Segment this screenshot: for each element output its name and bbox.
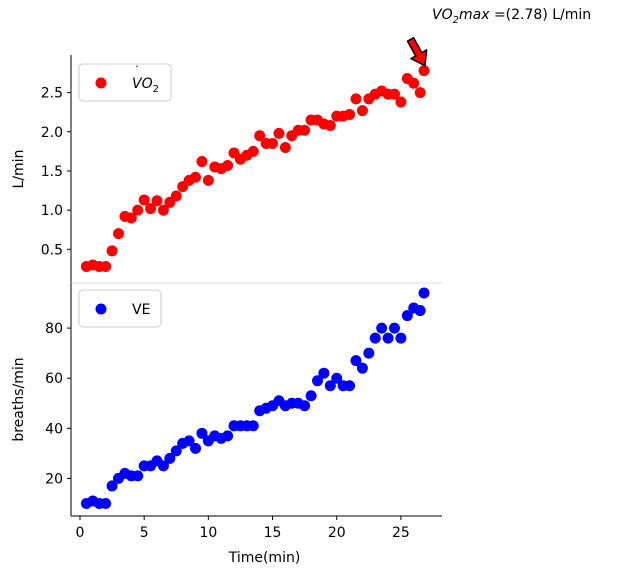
vo2-data-point: [222, 159, 234, 171]
ve-ylabel: breaths/min: [11, 357, 27, 441]
vo2-data-point: [106, 245, 118, 257]
ve-data-point: [183, 435, 195, 447]
ve-data-point: [132, 470, 144, 482]
ve-data-point: [318, 367, 330, 379]
vo2-data-point: [254, 130, 266, 142]
ve-data-point: [344, 380, 356, 392]
vo2-data-point: [196, 156, 208, 168]
vo2-data-point: [414, 87, 426, 99]
vo2-ytick-label: 2.0: [41, 125, 63, 141]
ve-data-point: [418, 287, 430, 299]
top-panel-vo2: 0.5 1.0 1.5 2.0 2.5 L/min VO2˙: [11, 55, 442, 284]
vo2-data-point: [418, 65, 430, 77]
ve-xtick-label: 25: [392, 525, 410, 541]
vo2-data-point: [138, 194, 150, 206]
vo2-data-point: [389, 88, 401, 100]
vo2-data-point: [145, 203, 157, 215]
vo2-data-point: [344, 109, 356, 121]
ve-data-point: [222, 430, 234, 442]
ve-ytick-label: 40: [45, 421, 63, 437]
ve-xtick-label: 20: [328, 525, 346, 541]
ve-ytick-label: 20: [45, 471, 63, 487]
ve-data-point: [363, 347, 375, 359]
vo2-ytick-label: 0.5: [41, 242, 63, 258]
vo2max-arrow: [406, 36, 428, 67]
vo2-data-point: [267, 138, 279, 150]
ve-xtick-label: 0: [76, 525, 85, 541]
vo2max-annotation: VO2max =(2.78) L/min˙: [406, 0, 591, 67]
ve-legend-label: VE: [132, 302, 150, 318]
vo2-data-point: [324, 120, 336, 132]
vo2-ytick-label: 2.5: [41, 86, 63, 102]
vo2-data-point: [125, 212, 137, 224]
ve-xtick-label: 10: [199, 525, 217, 541]
ve-data-point: [401, 310, 413, 322]
ve-legend-marker: [95, 303, 107, 315]
vo2-data-point: [279, 141, 291, 153]
ve-xlabel: Time(min): [228, 550, 301, 566]
vo2-data-point: [112, 228, 124, 240]
ve-data-point: [382, 332, 394, 344]
vo2-data-point: [100, 261, 112, 273]
ve-data-point: [247, 420, 259, 432]
ve-data-point: [157, 460, 169, 472]
ve-data-point: [389, 322, 401, 334]
vo2-ytick-label: 1.5: [41, 164, 63, 180]
ve-ytick-label: 80: [45, 321, 63, 337]
vo2-legend-box: [78, 63, 172, 102]
ve-legend-box: [78, 289, 162, 328]
vo2-data-point: [408, 77, 420, 89]
vo2-data-point: [299, 124, 311, 136]
bottom-panel-ve: 20 40 60 80 breaths/min 0 5 10 15 20 25 Time(min) VE: [11, 283, 442, 566]
ve-xtick-label: 15: [264, 525, 282, 541]
vo2-legend-dot: ˙: [134, 64, 140, 78]
vo2-data-point: [350, 93, 362, 105]
vo2-data-point: [273, 127, 285, 139]
vo2-data-point: [157, 204, 169, 216]
vo2-data-point: [395, 96, 407, 108]
ve-ytick-label: 60: [45, 371, 63, 387]
vo2-legend-label: VO2: [132, 76, 159, 95]
vo2-ylabel: L/min: [11, 150, 27, 189]
ve-data-point: [356, 362, 368, 374]
ve-data-point: [324, 380, 336, 392]
vo2-data-point: [202, 174, 214, 186]
ve-data-point: [311, 375, 323, 387]
ve-data-point: [369, 332, 381, 344]
vo2max-annotation-dot: ˙: [434, 0, 440, 11]
ve-data-point: [376, 322, 388, 334]
ve-data-point: [305, 390, 317, 402]
vo2-data-point: [151, 195, 163, 207]
vo2-data-point: [247, 145, 259, 157]
ve-data-point: [331, 372, 343, 384]
ve-data-point: [164, 452, 176, 464]
vo2-legend-marker: [95, 77, 107, 89]
vo2-data-point: [170, 190, 182, 202]
ve-data-point: [350, 355, 362, 367]
ve-data-point: [190, 442, 202, 454]
ve-data-point: [100, 497, 112, 509]
ve-data-point: [414, 305, 426, 317]
ve-data-point: [106, 480, 118, 492]
ve-data-point: [299, 400, 311, 412]
ve-data-point: [170, 445, 182, 457]
ve-xtick-label: 5: [140, 525, 149, 541]
vo2-data-point: [132, 204, 144, 216]
vo2-data-point: [190, 171, 202, 183]
vo2max-annotation-text: VO2max =(2.78) L/min: [432, 7, 591, 26]
ve-data-point: [395, 332, 407, 344]
vo2-ytick-label: 1.0: [41, 203, 63, 219]
vo2-data-point: [356, 105, 368, 117]
ve-data-point: [196, 427, 208, 439]
